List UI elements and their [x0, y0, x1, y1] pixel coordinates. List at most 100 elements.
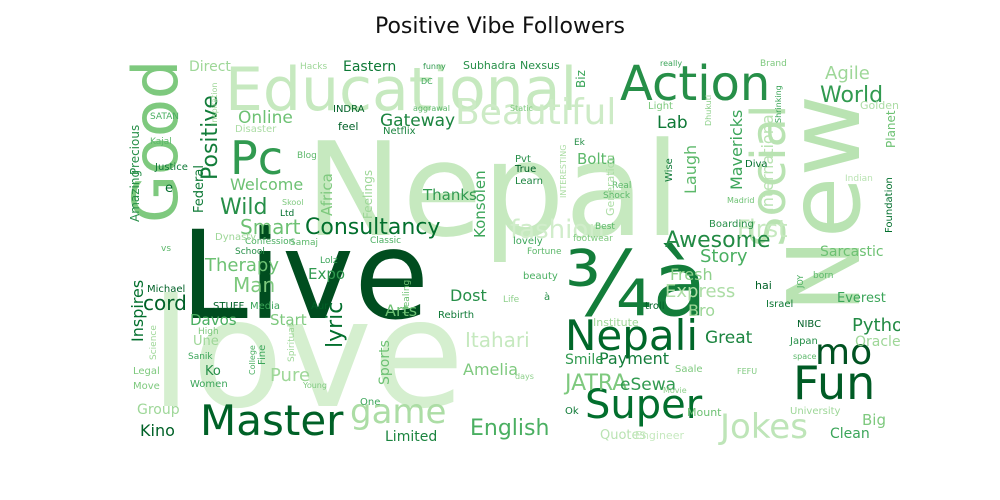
- word-25: Wild: [220, 195, 268, 220]
- word-44: Bro: [688, 301, 715, 320]
- word-146: Golden: [860, 99, 900, 112]
- word-106: Wise: [664, 157, 675, 182]
- word-30: Lab: [657, 113, 688, 133]
- word-98: One: [360, 397, 381, 408]
- word-104: Pvt: [515, 154, 531, 165]
- word-32: Online: [238, 108, 293, 128]
- word-1: Live: [180, 205, 430, 347]
- word-16: Jokes: [720, 407, 808, 445]
- word-105: Diva: [745, 159, 768, 170]
- word-102: True: [515, 164, 537, 175]
- word-45: Great: [705, 328, 753, 348]
- word-91: Aur: [311, 301, 329, 312]
- word-166: e: [165, 181, 173, 196]
- word-114: Lolz: [320, 256, 338, 266]
- word-84: Japan: [790, 336, 818, 347]
- word-14: Pc: [230, 131, 284, 185]
- word-156: Science: [149, 324, 159, 360]
- word-68: Clean: [830, 426, 870, 442]
- word-107: Boarding: [709, 219, 754, 230]
- word-50: Itahari: [465, 328, 530, 352]
- word-112: Classic: [370, 236, 402, 246]
- word-52: Kino: [140, 421, 175, 440]
- word-37: Mavericks: [727, 110, 746, 191]
- word-116: SATAN: [150, 112, 180, 122]
- word-162: Inspiration: [210, 82, 219, 126]
- word-42: Fresh: [670, 265, 713, 284]
- word-139: days: [515, 372, 534, 381]
- word-9: Nepali: [565, 311, 698, 360]
- word-0: Nepal: [305, 114, 681, 266]
- word-93: Institute: [593, 316, 639, 329]
- word-60: Expo: [308, 265, 346, 283]
- word-123: really: [660, 59, 683, 68]
- word-65: Bolta: [577, 150, 616, 168]
- word-56: Start: [270, 311, 307, 329]
- word-31: Gateway: [380, 111, 456, 131]
- word-113: School: [235, 247, 265, 257]
- word-72: Foundation: [884, 176, 895, 233]
- word-168: Dhukuti: [704, 94, 713, 127]
- word-78: Quotes: [600, 428, 647, 443]
- word-61: cord: [143, 291, 187, 315]
- word-137: Madrid: [727, 196, 755, 205]
- word-29: Agile: [825, 63, 870, 84]
- word-21: Python: [852, 315, 900, 336]
- word-12: Super: [585, 382, 703, 428]
- chart-title: Positive Vibe Followers: [374, 14, 626, 39]
- word-124: Static: [510, 104, 533, 113]
- word-66: Africa: [318, 172, 336, 216]
- word-126: Brand: [760, 59, 787, 69]
- word-94: Mount: [687, 406, 722, 419]
- word-117: Kajal: [150, 137, 172, 147]
- word-122: aggrawal: [413, 104, 450, 113]
- word-28: Man: [233, 273, 276, 297]
- word-135: born: [813, 271, 834, 281]
- word-26: Smart: [240, 215, 301, 239]
- word-83: NIBC: [797, 319, 822, 330]
- word-63: Thanks: [423, 186, 477, 204]
- word-120: DC: [421, 77, 433, 86]
- word-140: Life: [503, 295, 520, 305]
- word-39: fashion: [510, 215, 605, 245]
- word-100: feel: [338, 120, 359, 133]
- word-76: Precious: [128, 124, 142, 176]
- word-75: Federal: [192, 165, 207, 213]
- word-57: lyric: [323, 301, 348, 349]
- word-49: Amelia: [463, 360, 519, 379]
- word-165: vs: [161, 244, 172, 254]
- word-24: JATRA: [565, 371, 628, 396]
- word-145: Oracle: [855, 334, 900, 350]
- word-86: Women: [190, 379, 228, 390]
- word-159: Young: [303, 381, 327, 390]
- word-19: Awesome: [665, 228, 771, 253]
- word-47: Smile: [565, 352, 604, 368]
- word-2: love: [150, 268, 465, 442]
- word-80: Subhadra: [463, 59, 516, 72]
- word-149: Feelings: [361, 169, 375, 220]
- word-164: Une: [193, 334, 219, 349]
- word-148: Disaster: [235, 124, 277, 135]
- word-74: Biz: [574, 69, 588, 88]
- word-4: Educational: [225, 55, 578, 125]
- word-92: Rebirth: [438, 310, 475, 321]
- word-41: Story: [700, 246, 748, 267]
- word-90: STUFF: [213, 301, 245, 312]
- word-125: Light: [648, 101, 673, 112]
- word-77: Amazing: [128, 169, 142, 223]
- word-97: Ok: [565, 406, 579, 417]
- word-85: Michael: [147, 284, 186, 295]
- word-160: Fine: [257, 344, 268, 366]
- word-40: First: [737, 215, 788, 243]
- word-64: Konsolen: [471, 169, 489, 238]
- word-133: footwear: [573, 234, 613, 244]
- word-153: Blog: [297, 151, 317, 161]
- word-27: Therapy: [205, 255, 279, 276]
- word-33: Welcome: [230, 175, 304, 194]
- word-128: Ek: [574, 138, 585, 148]
- word-150: INTERESTING: [559, 145, 568, 199]
- word-152: Samaj: [290, 238, 319, 248]
- word-11: Master: [200, 396, 344, 445]
- word-23: English: [470, 416, 550, 441]
- word-79: Engineer: [635, 429, 684, 442]
